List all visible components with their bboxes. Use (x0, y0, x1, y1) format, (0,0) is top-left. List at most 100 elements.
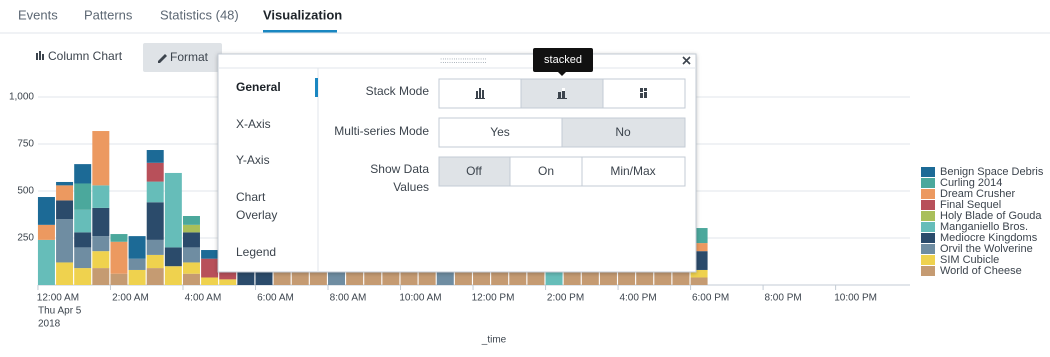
x-axis-title: _time (481, 335, 507, 346)
tab[interactable]: Events (18, 7, 58, 22)
bar-segment (146, 254, 164, 269)
option-button[interactable] (509, 156, 583, 187)
x-tick-sublabel: Thu Apr 5 (38, 306, 82, 317)
bar-segment (654, 271, 672, 285)
section-tab[interactable]: Overlay (236, 208, 277, 222)
bar-segment (219, 279, 237, 285)
legend-label: Final Sequel (940, 199, 1001, 211)
bar-segment (364, 271, 382, 285)
legend-label: SIM Cubicle (940, 254, 999, 266)
bar-segment (74, 183, 92, 210)
option-button[interactable] (561, 117, 686, 148)
field-label: Multi-series Mode (334, 124, 429, 138)
bar-segment (328, 271, 346, 285)
tab[interactable]: Patterns (84, 7, 133, 22)
bar-segment (56, 262, 74, 285)
bar-segment (346, 271, 364, 285)
bar-segment (473, 271, 491, 285)
bar-segment (92, 185, 110, 208)
bar-segment (74, 247, 92, 269)
bar-segment (255, 269, 273, 285)
bar-segment (74, 232, 92, 248)
bar-segment (672, 271, 690, 285)
close-button[interactable] (682, 56, 691, 65)
bar-segment (110, 234, 128, 242)
x-tick-label: 6:00 AM (257, 293, 294, 304)
legend-label: Mediocre Kingdoms (940, 232, 1038, 244)
bar-segment (690, 269, 708, 278)
tab-active[interactable]: Visualization (263, 7, 342, 22)
bar-segment (201, 250, 219, 259)
legend-label: Curling 2014 (940, 177, 1002, 189)
bar-segment (92, 236, 110, 252)
bar-segment (56, 200, 74, 220)
y-tick-label: 750 (17, 139, 34, 150)
legend-label: Orvil the Wolverine (940, 243, 1033, 255)
tab-underline (263, 30, 337, 33)
x-tick-label: 4:00 AM (185, 293, 222, 304)
section-tab[interactable]: Legend (236, 245, 276, 259)
legend-swatch (921, 244, 935, 254)
bar-segment (618, 271, 636, 285)
section-tab[interactable]: Y-Axis (236, 153, 270, 167)
option-label: Min/Max (610, 164, 655, 178)
section-tab[interactable]: General (236, 80, 281, 94)
section-tab[interactable]: X-Axis (236, 117, 271, 131)
bar-segment (563, 271, 581, 285)
option-button[interactable] (438, 156, 511, 187)
x-tick-label: 12:00 PM (472, 293, 515, 304)
section-tab[interactable]: Chart (236, 190, 266, 204)
bar-segment (92, 251, 110, 269)
field-label: Stack Mode (366, 84, 430, 98)
legend-swatch (921, 178, 935, 188)
bar-segment (146, 162, 164, 182)
bar-segment (400, 271, 418, 285)
bar-segment (92, 131, 110, 186)
y-tick-label: 500 (17, 186, 34, 197)
bar-segment (418, 271, 436, 285)
bar-segment (527, 271, 545, 285)
format-button[interactable]: Format (143, 43, 222, 72)
bar-segment (74, 268, 92, 285)
bar-segment (201, 277, 219, 285)
bar-segment (690, 243, 708, 252)
legend-swatch (921, 189, 935, 199)
bar-segment (581, 271, 599, 285)
bar-segment (56, 219, 74, 263)
legend-swatch (921, 200, 935, 210)
legend-swatch (921, 233, 935, 243)
option-label: Off (466, 164, 482, 178)
button-label: Column Chart (48, 49, 123, 63)
drag-handle[interactable]: ::::::::::::::::::::: (440, 56, 487, 65)
legend-label: Holy Blade of Gouda (940, 210, 1042, 222)
column-chart-button[interactable]: Column Chart (36, 49, 123, 63)
bar-segment (56, 181, 74, 186)
bar-segment (92, 268, 110, 285)
y-tick-label: 1,000 (9, 92, 34, 103)
x-tick-label: 4:00 PM (619, 293, 656, 304)
x-tick-label: 2:00 AM (112, 293, 149, 304)
bar-segment (454, 271, 472, 285)
bar-segment (92, 207, 110, 237)
bar-segment (128, 258, 146, 270)
bar-segment (309, 271, 327, 285)
bar-segment (599, 271, 617, 285)
bar-segment (146, 202, 164, 240)
stack-icons (475, 88, 647, 99)
x-tick-label: 12:00 AM (37, 293, 79, 304)
bar-segment (110, 273, 128, 285)
option-button[interactable] (438, 117, 563, 148)
tooltip-text: stacked (544, 54, 582, 66)
option-label: No (615, 125, 631, 139)
bar-segment (273, 271, 291, 285)
bar-segment (182, 247, 200, 263)
x-tick-sublabel: 2018 (38, 319, 61, 330)
bar-segment (182, 273, 200, 285)
legend-swatch (921, 266, 935, 276)
bar-segment (164, 266, 182, 285)
option-button[interactable] (581, 156, 686, 187)
bar-segment (636, 271, 654, 285)
tab[interactable]: Statistics (48) (160, 7, 239, 22)
x-tick-label: 6:00 PM (692, 293, 729, 304)
